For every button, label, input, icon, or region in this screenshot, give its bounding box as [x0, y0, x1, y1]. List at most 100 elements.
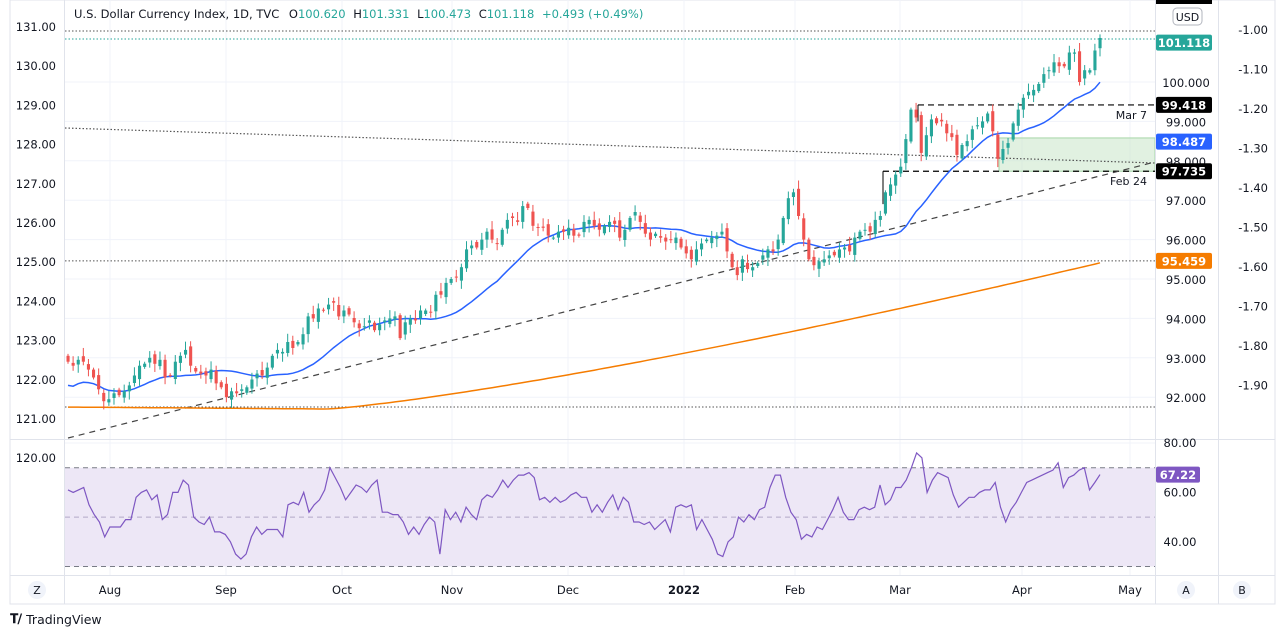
symbol-title: U.S. Dollar Currency Index, 1D, TVC [74, 7, 279, 21]
far-right-axis-tick: -1.10 [1238, 63, 1268, 77]
candle-body [1021, 97, 1025, 110]
candle-body [725, 228, 729, 252]
candle-body [153, 354, 157, 364]
candle-body [209, 369, 213, 380]
candle-body [981, 121, 985, 128]
candle-body [684, 246, 688, 254]
rsi-axis-tick: 80.00 [1164, 436, 1197, 450]
high-value: 101.331 [362, 7, 410, 21]
time-axis-tick: Dec [557, 583, 579, 597]
price-tags: 101.118 99.418 98.487 97.735 95.459 67.22 [1156, 34, 1212, 483]
candle-body [373, 322, 377, 331]
candle-body [694, 249, 698, 262]
candle-body [863, 229, 867, 231]
left-axis-tick: 128.00 [16, 138, 56, 152]
right-price-axis[interactable]: 100.00099.00098.00097.00096.00095.00094.… [1162, 76, 1210, 405]
candle-body [173, 361, 177, 379]
candle-body [955, 134, 959, 155]
candle-body [1098, 38, 1102, 49]
candle-body [408, 318, 412, 325]
rsi-guide-lines [65, 467, 1155, 567]
change-value: +0.493 (+0.49%) [542, 7, 643, 21]
candle-body [511, 216, 515, 218]
candle-body [143, 363, 147, 367]
time-axis-tick: Aug [99, 583, 121, 597]
candle-body [485, 231, 489, 240]
candle-body [608, 221, 612, 227]
candle-body [705, 239, 709, 242]
candle-body [970, 129, 974, 140]
support-zone-box[interactable] [998, 137, 1156, 172]
candle-body [960, 145, 964, 159]
candle-body [582, 221, 586, 233]
candle-body [700, 243, 704, 250]
far-right-axis-tick: -1.50 [1238, 221, 1268, 235]
level-annotations: Mar 7 Feb 24 [1110, 109, 1147, 188]
candle-body [490, 229, 494, 240]
candle-body [531, 211, 535, 226]
candle-body [434, 294, 438, 312]
candle-body [1042, 74, 1046, 83]
far-right-axis[interactable]: -1.00 -1.10 -1.20 -1.30 -1.40 -1.50 -1.60 -1.70… [1238, 23, 1268, 393]
candle-body [444, 282, 448, 298]
candle-body [1083, 70, 1087, 79]
scale-button-b[interactable] [1233, 581, 1251, 599]
candle-body [132, 375, 136, 383]
time-axis[interactable]: Aug Sep Oct Nov Dec 2022 Feb Mar Apr May [99, 583, 1142, 597]
high-label: H [353, 7, 362, 21]
candle-body [296, 342, 300, 345]
candle-body [710, 237, 714, 244]
candle-body [904, 139, 908, 164]
candle-body [909, 109, 913, 142]
price-tag-level-feb24-bg [1156, 163, 1212, 180]
candle-body [546, 224, 550, 236]
candle-body [347, 308, 351, 315]
candle-body [1006, 143, 1010, 148]
candle-body [924, 135, 928, 157]
candle-body [613, 220, 617, 224]
left-price-axis[interactable]: 131.00 130.00 129.00 128.00 127.00 126.00 125.… [16, 20, 56, 465]
left-axis-tick: 120.00 [16, 451, 56, 465]
candle-body [827, 255, 831, 259]
candle-body [1052, 62, 1056, 73]
candle-body [204, 371, 208, 376]
candle-body [664, 237, 668, 242]
scale-button-z[interactable] [28, 581, 46, 599]
candle-body [1032, 89, 1036, 96]
candle-body [551, 237, 555, 239]
far-right-axis-tick: -1.80 [1238, 339, 1268, 353]
right-axis-tick: 93.000 [1166, 352, 1206, 366]
scale-button-z-label: Z [33, 584, 41, 597]
candle-body [679, 238, 683, 248]
candle-body [802, 218, 806, 240]
horizontal-levels[interactable] [65, 30, 1155, 408]
scale-button-a[interactable] [1177, 581, 1195, 599]
candles [66, 34, 1102, 410]
right-axis-tick: 100.000 [1162, 76, 1210, 90]
candle-body [740, 259, 744, 273]
candle-body [398, 315, 402, 339]
time-axis-tick: 2022 [668, 583, 700, 597]
price-tag-ma-fast: 98.487 [1162, 135, 1206, 149]
tradingview-brand: TradingView [26, 612, 102, 627]
tradingview-logo[interactable]: 𝐓∕ TradingView [10, 612, 102, 627]
candle-body [654, 233, 658, 237]
candle-body [878, 216, 882, 220]
rsi-axis[interactable]: 80.00 60.00 40.00 [1164, 436, 1197, 549]
candle-body [367, 320, 371, 323]
candle-body [92, 369, 96, 378]
left-axis-tick: 124.00 [16, 294, 56, 308]
candle-body [500, 229, 504, 245]
currency-badge[interactable] [1172, 7, 1203, 26]
candle-body [158, 359, 162, 367]
candle-body [286, 342, 290, 353]
right-axis-tick: 99.000 [1166, 115, 1206, 129]
candle-body [214, 370, 218, 384]
candle-body [505, 219, 509, 229]
annotation-feb-24: Feb 24 [1110, 175, 1147, 188]
candle-body [1037, 84, 1041, 92]
open-value: 100.620 [298, 7, 346, 21]
candle-body [71, 362, 75, 366]
candle-body [1057, 62, 1061, 67]
